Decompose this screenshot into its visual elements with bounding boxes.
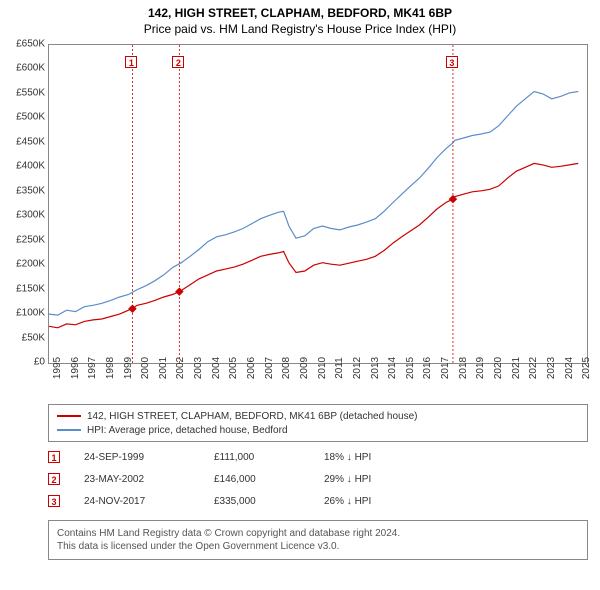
sale-row: 1 24-SEP-1999£111,00018% ↓ HPI xyxy=(48,446,404,468)
sale-row-marker: 2 xyxy=(48,473,60,485)
xtick-label: 2014 xyxy=(387,357,398,379)
legend-swatch xyxy=(57,429,81,431)
series-line xyxy=(49,163,578,327)
ytick-label: £400K xyxy=(16,161,45,172)
footnote-line-1: Contains HM Land Registry data © Crown c… xyxy=(57,527,579,540)
xtick-label: 2016 xyxy=(422,357,433,379)
sale-pct: 29% ↓ HPI xyxy=(324,474,404,485)
sale-row: 3 24-NOV-2017£335,00026% ↓ HPI xyxy=(48,490,404,512)
sale-row: 2 23-MAY-2002£146,00029% ↓ HPI xyxy=(48,468,404,490)
ytick-label: £150K xyxy=(16,283,45,294)
xtick-label: 2005 xyxy=(228,357,239,379)
xtick-label: 1998 xyxy=(105,357,116,379)
ytick-label: £500K xyxy=(16,112,45,123)
sale-price: £335,000 xyxy=(214,496,324,507)
xtick-label: 2003 xyxy=(193,357,204,379)
xtick-label: 2010 xyxy=(317,357,328,379)
sale-marker-number-box: 1 xyxy=(125,56,137,68)
xtick-label: 2001 xyxy=(158,357,169,379)
chart-container: 142, HIGH STREET, CLAPHAM, BEDFORD, MK41… xyxy=(0,0,600,590)
xtick-label: 1999 xyxy=(123,357,134,379)
ytick-label: £200K xyxy=(16,259,45,270)
xtick-label: 2020 xyxy=(493,357,504,379)
sale-date: 24-NOV-2017 xyxy=(84,496,214,507)
xtick-label: 2015 xyxy=(405,357,416,379)
xtick-label: 2025 xyxy=(581,357,592,379)
xtick-label: 2000 xyxy=(140,357,151,379)
legend-swatch xyxy=(57,415,81,417)
legend-label: HPI: Average price, detached house, Bedf… xyxy=(87,425,288,436)
sale-row-marker: 1 xyxy=(48,451,60,463)
xtick-label: 2017 xyxy=(440,357,451,379)
sale-pct: 26% ↓ HPI xyxy=(324,496,404,507)
sale-marker-point xyxy=(175,287,183,295)
sale-price: £111,000 xyxy=(214,452,324,463)
title-block: 142, HIGH STREET, CLAPHAM, BEDFORD, MK41… xyxy=(0,0,600,37)
ytick-label: £450K xyxy=(16,136,45,147)
chart-svg xyxy=(49,45,587,363)
legend-box: 142, HIGH STREET, CLAPHAM, BEDFORD, MK41… xyxy=(48,404,588,442)
ytick-label: £0 xyxy=(34,357,45,368)
xtick-label: 2007 xyxy=(264,357,275,379)
ytick-label: £350K xyxy=(16,185,45,196)
series-line xyxy=(49,92,578,316)
ytick-label: £250K xyxy=(16,234,45,245)
ytick-label: £650K xyxy=(16,39,45,50)
chart-plot-area xyxy=(48,44,588,364)
ytick-label: £50K xyxy=(22,332,45,343)
sale-date: 23-MAY-2002 xyxy=(84,474,214,485)
ytick-label: £300K xyxy=(16,210,45,221)
xtick-label: 1997 xyxy=(87,357,98,379)
title-line-2: Price paid vs. HM Land Registry's House … xyxy=(0,22,600,38)
sale-row-marker: 3 xyxy=(48,495,60,507)
xtick-label: 1995 xyxy=(52,357,63,379)
xtick-label: 2004 xyxy=(211,357,222,379)
xtick-label: 2012 xyxy=(352,357,363,379)
sale-pct: 18% ↓ HPI xyxy=(324,452,404,463)
title-line-1: 142, HIGH STREET, CLAPHAM, BEDFORD, MK41… xyxy=(0,6,600,22)
xtick-label: 2008 xyxy=(281,357,292,379)
legend-row: 142, HIGH STREET, CLAPHAM, BEDFORD, MK41… xyxy=(57,409,579,423)
xtick-label: 2011 xyxy=(334,357,345,379)
sale-marker-number-box: 2 xyxy=(172,56,184,68)
legend-row: HPI: Average price, detached house, Bedf… xyxy=(57,423,579,437)
sales-table: 1 24-SEP-1999£111,00018% ↓ HPI 2 23-MAY-200… xyxy=(48,446,404,512)
xtick-label: 2009 xyxy=(299,357,310,379)
sale-marker-number-box: 3 xyxy=(446,56,458,68)
ytick-label: £100K xyxy=(16,308,45,319)
ytick-label: £600K xyxy=(16,63,45,74)
xtick-label: 2013 xyxy=(370,357,381,379)
sale-date: 24-SEP-1999 xyxy=(84,452,214,463)
xtick-label: 2023 xyxy=(546,357,557,379)
footnote-line-2: This data is licensed under the Open Gov… xyxy=(57,540,579,553)
legend-label: 142, HIGH STREET, CLAPHAM, BEDFORD, MK41… xyxy=(87,411,418,422)
xtick-label: 2021 xyxy=(511,357,522,379)
xtick-label: 2002 xyxy=(175,357,186,379)
sale-price: £146,000 xyxy=(214,474,324,485)
xtick-label: 2006 xyxy=(246,357,257,379)
xtick-label: 2022 xyxy=(528,357,539,379)
xtick-label: 2018 xyxy=(458,357,469,379)
xtick-label: 2024 xyxy=(564,357,575,379)
sale-marker-point xyxy=(128,304,136,312)
xtick-label: 2019 xyxy=(475,357,486,379)
ytick-label: £550K xyxy=(16,87,45,98)
xtick-label: 1996 xyxy=(70,357,81,379)
footnote-box: Contains HM Land Registry data © Crown c… xyxy=(48,520,588,560)
